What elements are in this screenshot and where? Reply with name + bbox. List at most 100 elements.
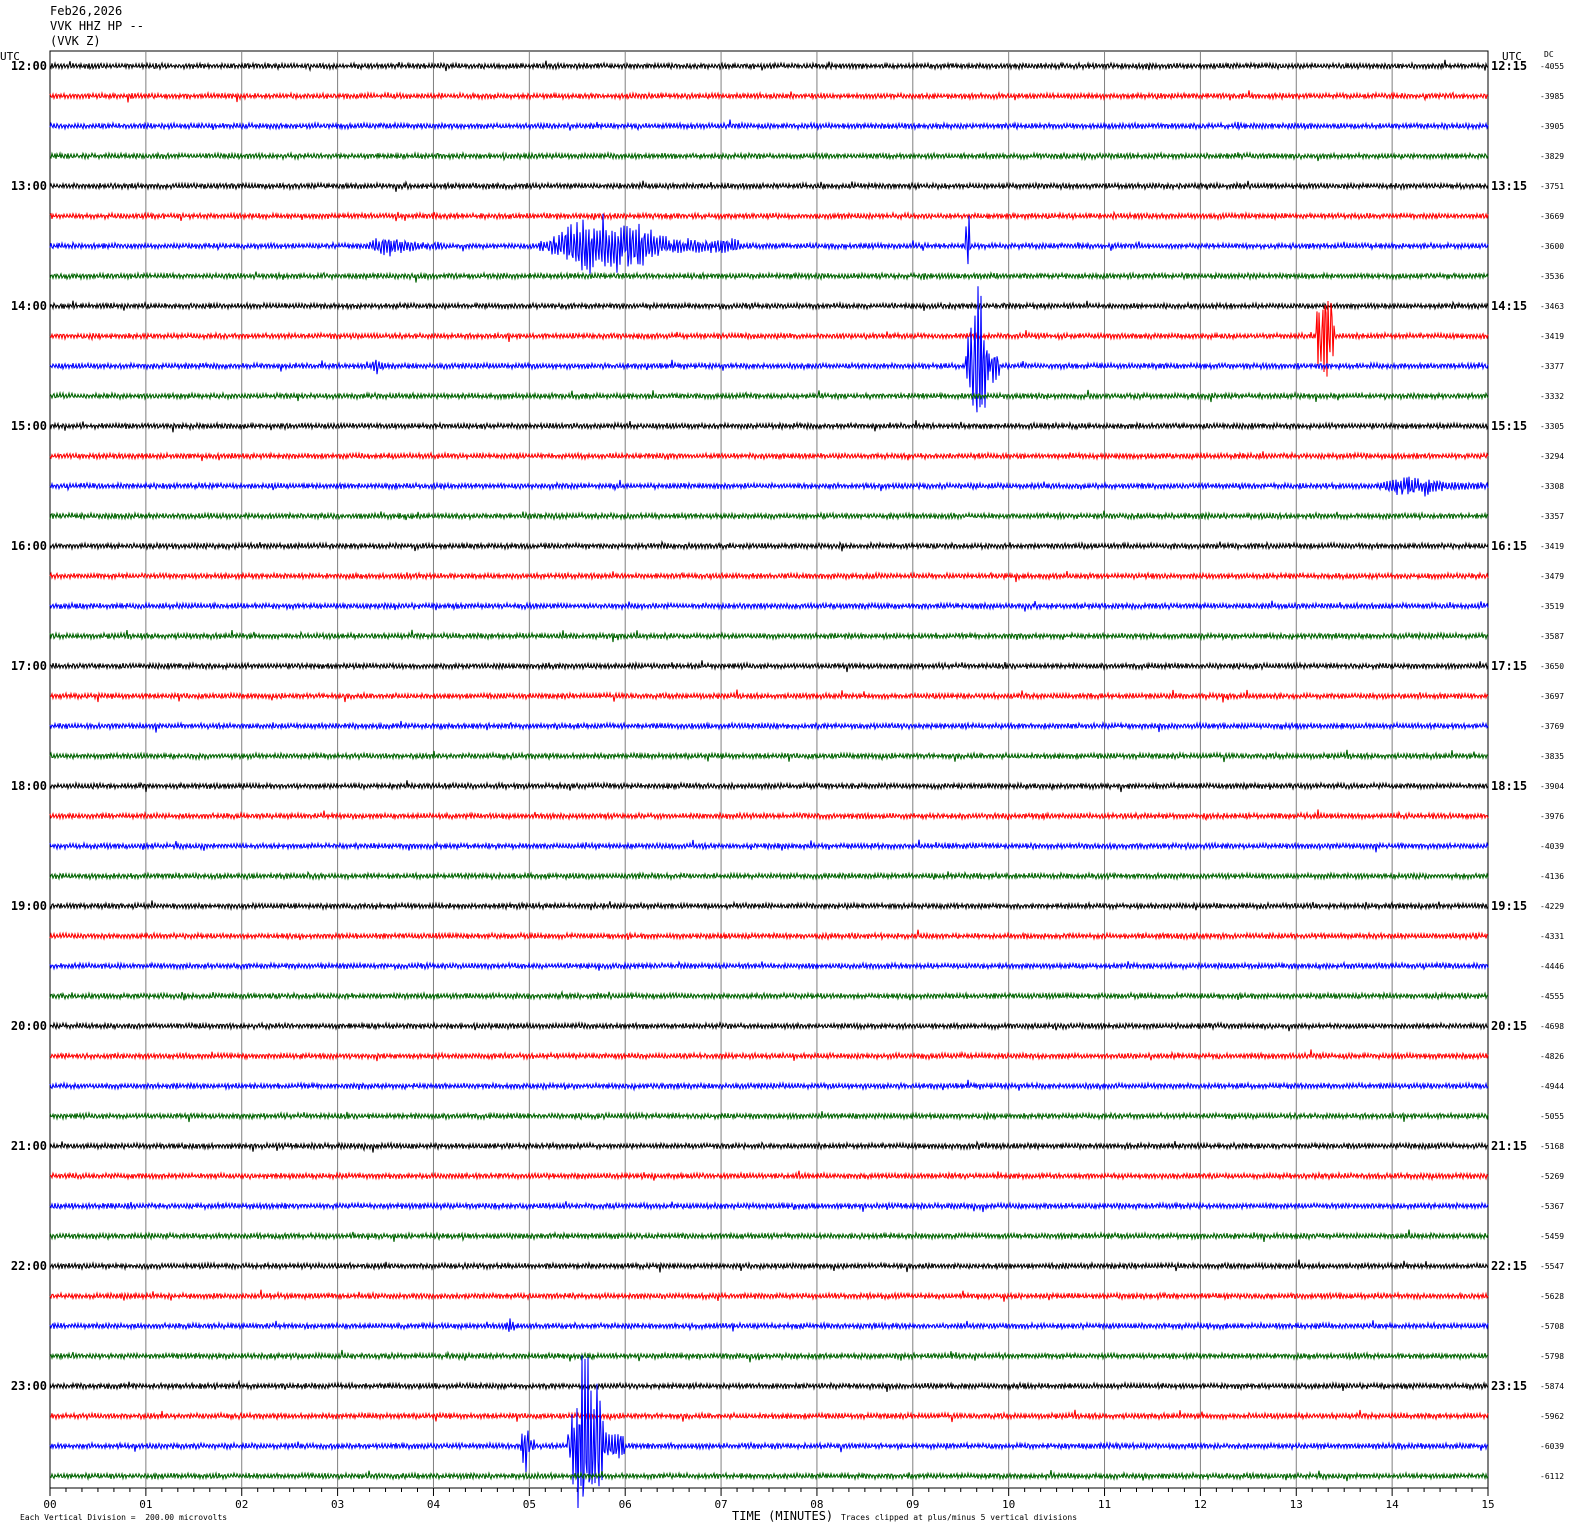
seismic-trace [49,1140,1489,1153]
seismic-trace [49,1409,1489,1423]
dc-offset-label: -6112 [1540,1472,1564,1481]
seismic-trace [49,960,1489,972]
x-tick-label: 04 [427,1498,441,1511]
right-utc-label: UTC [1502,50,1522,63]
right-hour-label: 22:15 [1491,1259,1527,1273]
dc-offset-label: -3377 [1540,362,1564,371]
dc-offset-label: -4555 [1540,992,1564,1001]
dc-offset-label: -5962 [1540,1412,1564,1421]
right-hour-label: 18:15 [1491,779,1527,793]
station-label: VVK HHZ HP -- [50,19,144,33]
x-tick-label: 15 [1481,1498,1494,1511]
left-hour-label: 19:00 [11,899,47,913]
dc-offset-label: -4229 [1540,902,1564,911]
left-hour-label: 12:00 [11,59,47,73]
seismic-trace [49,1355,1489,1509]
x-tick-label: 03 [331,1498,344,1511]
x-axis-title: TIME (MINUTES) [732,1509,834,1523]
seismic-trace [49,900,1489,912]
dc-offset-label: -3419 [1540,542,1564,551]
seismic-trace [49,389,1489,403]
dc-offset-label: -4136 [1540,872,1564,881]
x-tick-label: 12 [1194,1498,1207,1511]
left-hour-label: 18:00 [11,779,47,793]
x-tick-label: 01 [139,1498,152,1511]
seismic-trace [49,780,1489,793]
dc-offset-label: -3829 [1540,152,1564,161]
seismic-trace [49,180,1489,192]
seismic-trace [49,1170,1489,1182]
seismic-trace [49,1020,1489,1032]
dc-offset-label: -3305 [1540,422,1564,431]
dc-offset-label: -4039 [1540,842,1564,851]
seismic-trace [49,510,1489,522]
seismic-trace [49,476,1489,497]
dc-offset-label: -3600 [1540,242,1564,251]
seismic-trace [49,629,1489,643]
seismic-trace [49,1349,1489,1363]
seismic-trace [49,1470,1489,1482]
seismic-trace [49,90,1489,103]
left-hour-label: 23:00 [11,1379,47,1393]
dc-offset-label: -3479 [1540,572,1564,581]
seismic-trace [49,450,1489,462]
seismic-trace [49,689,1489,703]
seismic-trace [49,929,1489,942]
left-hour-label: 21:00 [11,1139,47,1153]
x-tick-label: 02 [235,1498,248,1511]
seismic-trace [49,210,1489,222]
x-tick-label: 07 [714,1498,727,1511]
dc-offset-label: -3650 [1540,662,1564,671]
chart-grid [49,50,1489,1496]
seismic-trace [49,1229,1489,1242]
seismic-trace [49,1049,1489,1062]
seismic-trace [49,300,1489,377]
dc-offset-label: -4826 [1540,1052,1564,1061]
left-hour-label: 13:00 [11,179,47,193]
dc-offset-label: -5798 [1540,1352,1564,1361]
seismic-trace [49,809,1489,822]
seismic-trace [49,213,1489,275]
right-hour-label: 20:15 [1491,1019,1527,1033]
seismic-trace [49,1110,1489,1123]
dc-offset-label: -6039 [1540,1442,1564,1451]
x-tick-label: 00 [43,1498,56,1511]
dc-offset-label: -3769 [1540,722,1564,731]
dc-offset-label: -4055 [1540,62,1564,71]
seismic-trace [49,749,1489,763]
right-hour-label: 16:15 [1491,539,1527,553]
dc-offset-label: -4331 [1540,932,1564,941]
dc-offset-label: -5055 [1540,1112,1564,1121]
right-hour-label: 12:15 [1491,59,1527,73]
dc-offset-label: -3835 [1540,752,1564,761]
dc-offset-label: -3332 [1540,392,1564,401]
seismic-trace [49,539,1489,552]
seismic-trace [49,150,1489,162]
dc-offset-label: -3985 [1540,92,1564,101]
dc-offset-label: -3905 [1540,122,1564,131]
seismic-trace [49,870,1489,882]
left-utc-label: UTC [0,50,20,63]
dc-offset-label: -3976 [1540,812,1564,821]
seismic-trace [49,420,1489,433]
dc-offset-label: -4698 [1540,1022,1564,1031]
dc-offset-label: -5168 [1540,1142,1564,1151]
seismic-trace [49,989,1489,1001]
seismic-trace [49,1200,1489,1213]
dc-offset-label: -4944 [1540,1082,1564,1091]
dc-offset-label: -3308 [1540,482,1564,491]
right-hour-label: 15:15 [1491,419,1527,433]
dc-offset-label: -3536 [1540,272,1564,281]
seismic-trace [49,1318,1489,1332]
dc-offset-label: -3587 [1540,632,1564,641]
dc-offset-label: -3294 [1540,452,1564,461]
dc-offset-label: -4446 [1540,962,1564,971]
dc-offset-label: -3697 [1540,692,1564,701]
seismic-trace [49,839,1489,853]
dc-offset-label: -3357 [1540,512,1564,521]
right-hour-label: 14:15 [1491,299,1527,313]
seismic-trace [49,1379,1489,1392]
seismic-trace [49,300,1489,312]
left-hour-label: 16:00 [11,539,47,553]
